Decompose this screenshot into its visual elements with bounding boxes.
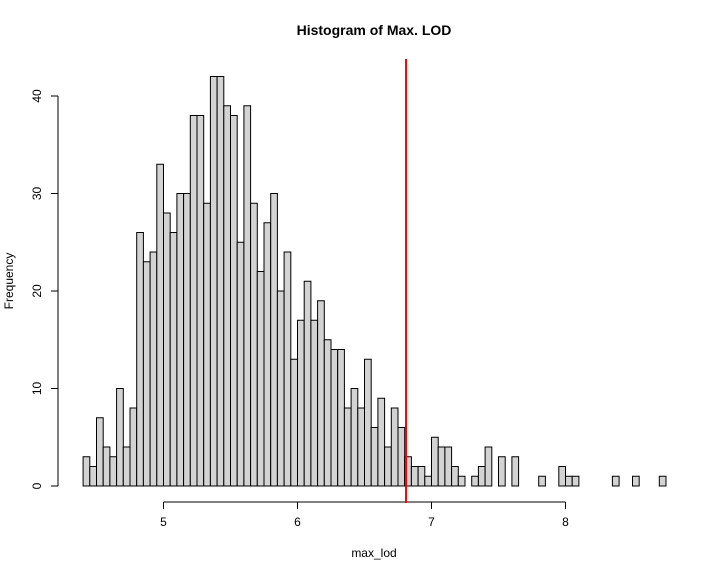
histogram-bar [142,261,151,487]
histogram-bar [323,339,332,487]
histogram-bar [484,446,493,487]
y-tick-label: 40 [30,89,44,103]
histogram-bar [203,202,211,487]
histogram-bar [410,466,419,487]
histogram-bar [196,115,205,487]
histogram-bar [658,475,667,487]
histogram-bar [431,436,439,487]
histogram-bar [317,300,325,487]
histogram-bar [337,349,345,487]
histogram-bar [216,76,225,487]
histogram-bar [364,358,372,487]
histogram-bar [511,456,520,487]
histogram-bar [183,193,191,487]
histogram-bar [343,407,352,487]
histogram-bar [437,446,446,487]
histogram-bar [136,232,144,487]
histogram-bar [236,241,245,487]
histogram-bar [276,290,285,487]
histogram-bar [176,193,185,487]
histogram-bar [122,446,131,487]
histogram-bar [263,222,272,487]
histogram-bar [571,475,580,487]
histogram-bar [350,388,359,487]
histogram-bar [310,319,319,487]
histogram-bar [163,212,171,487]
x-tick-label: 8 [562,515,569,529]
histogram-bar [250,202,258,487]
y-tick-label: 10 [30,382,44,396]
chart-title: Histogram of Max. LOD [297,22,452,38]
histogram-bar [444,446,453,487]
histogram-bar [477,466,486,487]
histogram-bar [109,456,118,487]
histogram-bar [189,115,198,487]
histogram-bar [424,475,432,487]
histogram-bar [209,76,218,487]
y-axis-label: Frequency [2,253,16,310]
histogram-bar [129,407,138,487]
x-axis-label: max_lod [351,546,396,560]
histogram-bar [370,427,379,487]
histogram-bar [330,349,339,487]
histogram-bar [417,466,426,487]
histogram-bar [457,475,466,487]
histogram-bar [223,105,232,487]
histogram-bar [498,456,506,487]
x-tick-label: 5 [160,515,167,529]
histogram-bar [116,388,124,487]
y-tick-label: 30 [30,187,44,201]
x-tick-label: 6 [294,515,301,529]
x-axis: 5 6 7 8 [160,501,569,529]
histogram-bar [290,358,298,487]
y-axis: 0 10 20 30 40 [30,89,59,489]
y-tick-label: 20 [30,284,44,298]
histogram-bar [471,475,479,487]
histogram-bar [565,475,573,487]
histogram-bar [390,407,399,487]
bars-group [82,76,667,487]
histogram-bar [96,417,104,487]
histogram-bar [611,475,620,487]
histogram-bar [384,446,392,487]
histogram-bar [451,466,459,487]
histogram-bar [270,193,278,487]
histogram-bar [230,115,238,487]
x-tick-label: 7 [428,515,435,529]
histogram-bar [149,251,158,487]
histogram-bar [297,319,305,487]
histogram-bar [538,475,546,487]
histogram-bar [82,456,91,487]
histogram-bar [256,271,265,487]
histogram-bar [632,475,640,487]
histogram-bar [303,280,312,487]
histogram-bar [377,397,386,487]
histogram-bar [357,407,365,487]
histogram-bar [558,466,566,487]
histogram-bar [102,446,111,487]
histogram-bar [283,251,292,487]
histogram-bar [89,466,98,487]
histogram-bar [397,427,406,487]
histogram-bar [169,232,178,487]
histogram-bar [243,105,252,487]
y-tick-label: 0 [30,482,44,489]
histogram-bar [156,163,165,487]
